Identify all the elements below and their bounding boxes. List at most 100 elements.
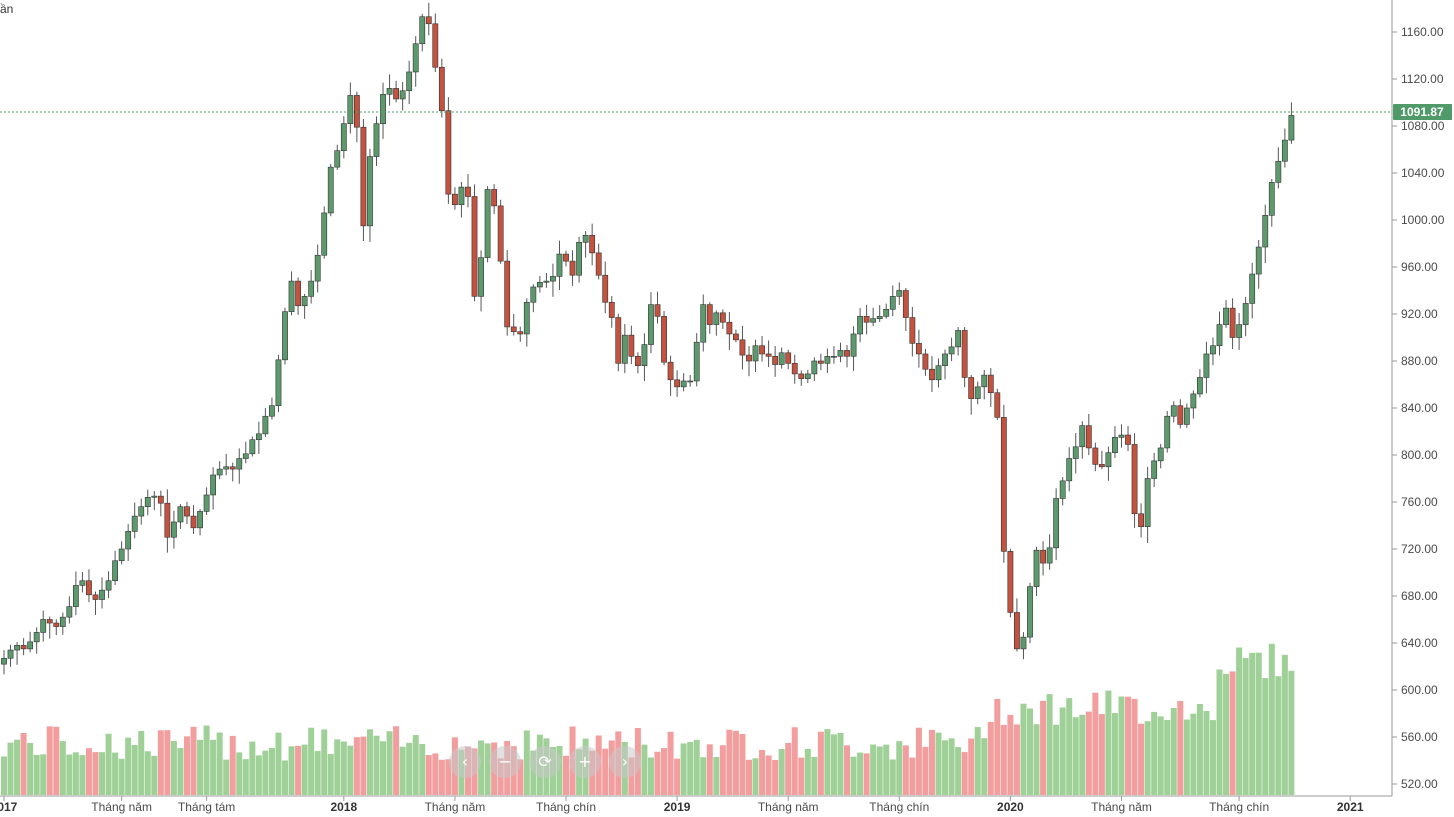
volume-bar — [1046, 694, 1053, 795]
volume-bar — [1157, 716, 1164, 795]
volume-bar — [46, 726, 53, 795]
volume-bar — [170, 740, 177, 795]
candle-body — [778, 352, 785, 365]
volume-bar — [706, 744, 713, 795]
candle-body — [86, 580, 92, 596]
volume-bar — [759, 749, 766, 795]
volume-bar — [1196, 703, 1203, 795]
candle-body — [1014, 612, 1020, 650]
candle-body — [1046, 547, 1053, 564]
volume-bar — [889, 759, 896, 795]
candle-body — [706, 304, 713, 325]
candle-body — [1007, 551, 1014, 613]
candle-body — [458, 186, 465, 206]
candle-body — [314, 254, 321, 282]
scroll-left-button[interactable]: ‹ — [449, 746, 481, 778]
volume-bar — [680, 743, 687, 795]
time-axis[interactable]: 2017 Tháng năm Tháng tám 2018 Tháng năm Tháng… — [0, 796, 1364, 814]
volume-bar — [118, 758, 125, 795]
candle-body — [131, 515, 138, 532]
volume-bar — [647, 757, 654, 795]
x-tick-label: Tháng năm — [758, 800, 819, 814]
candle-body — [817, 360, 824, 364]
volume-bar — [1066, 698, 1073, 795]
price-axis[interactable]: 520.00 560.00 600.00 640.00 680.00 720.00 760.… — [1392, 25, 1445, 791]
zoom-out-button[interactable]: − — [489, 746, 521, 778]
zoom-in-button[interactable]: + — [569, 746, 601, 778]
candle-body — [765, 353, 772, 357]
candle-body — [1131, 444, 1138, 515]
volume-bar — [99, 752, 106, 795]
y-tick-label: 880.00 — [1401, 354, 1438, 368]
candle-body — [445, 110, 452, 195]
candle-body — [1262, 215, 1269, 248]
candle-body — [837, 350, 844, 357]
candle-body — [105, 580, 112, 591]
candle-body — [556, 253, 563, 277]
candle-body — [223, 466, 230, 470]
candle-body — [1, 657, 7, 665]
volume-bar — [1281, 654, 1288, 795]
candle-body — [1242, 303, 1249, 325]
volume-bar — [922, 746, 929, 795]
volume-bar — [425, 755, 432, 795]
volume-bar — [157, 730, 164, 795]
volume-bar — [1040, 700, 1047, 795]
candle-body — [419, 16, 426, 45]
reset-button[interactable]: ⟳ — [529, 746, 561, 778]
x-tick-label: Tháng năm — [425, 800, 486, 814]
candle-body — [955, 330, 962, 348]
candle-body — [824, 355, 831, 364]
candle-body — [367, 156, 373, 227]
candle-body — [929, 368, 935, 381]
volume-bar — [1223, 673, 1230, 795]
volume-bar — [719, 745, 726, 795]
price-candles — [1, 2, 1295, 675]
volume-bar — [445, 759, 452, 795]
volume-bar — [987, 721, 994, 795]
volume-bar — [105, 733, 112, 795]
candle-body — [1033, 549, 1040, 587]
volume-bar — [183, 736, 190, 795]
candle-body — [1216, 324, 1223, 347]
volume-bar — [981, 738, 988, 795]
x-tick-label: Tháng năm — [91, 800, 152, 814]
scroll-right-button[interactable]: › — [609, 746, 641, 778]
candle-body — [863, 316, 870, 323]
volume-bar — [654, 751, 661, 795]
volume-bar — [288, 746, 295, 795]
volume-bar — [942, 740, 949, 795]
candle-body — [785, 352, 792, 364]
volume-bar — [7, 742, 14, 795]
candle-body — [1281, 139, 1288, 162]
candle-body — [393, 88, 399, 100]
volume-bar — [190, 726, 197, 795]
volume-bar — [79, 755, 86, 795]
volume-bar — [432, 753, 439, 795]
x-tick-label: Tháng chín — [1209, 800, 1269, 814]
candle-body — [719, 312, 726, 323]
volume-bar — [857, 752, 864, 795]
candle-body — [1203, 353, 1210, 378]
volume-bar — [994, 698, 1001, 795]
candle-body — [1255, 246, 1262, 275]
candle-body — [1138, 513, 1144, 527]
candle-body — [935, 365, 942, 381]
volume-bar — [1262, 678, 1269, 795]
volume-bar — [1118, 696, 1125, 795]
candle-body — [733, 333, 739, 341]
volume-bar — [406, 742, 413, 795]
candle-body — [184, 506, 190, 517]
candle-body — [1105, 452, 1112, 468]
candle-body — [432, 23, 439, 68]
candle-body — [942, 353, 948, 367]
volume-bar — [72, 752, 79, 795]
candle-body — [386, 88, 393, 95]
volume-bar — [876, 746, 883, 795]
candle-body — [7, 649, 14, 659]
volume-bar — [765, 755, 772, 795]
volume-bar — [700, 757, 707, 795]
volume-bar — [347, 745, 354, 795]
volume-bar — [1151, 711, 1158, 795]
